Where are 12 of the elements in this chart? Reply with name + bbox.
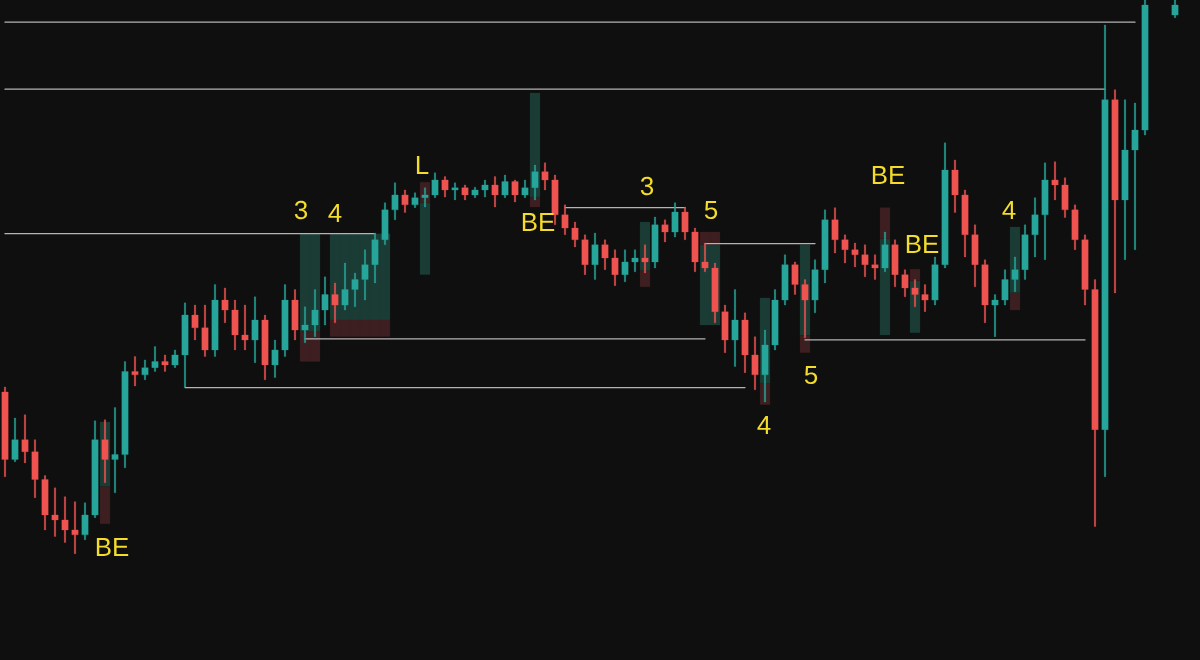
annotation: BE [96, 538, 129, 556]
annotation: 5 [704, 200, 718, 220]
annotation: 3 [294, 200, 308, 220]
annotation: 4 [1002, 201, 1016, 219]
annotation: 5 [804, 365, 818, 385]
annotation: 4 [757, 416, 771, 434]
annotation: L [416, 156, 429, 174]
annotation: BE [906, 235, 939, 253]
annotation: BE [872, 166, 905, 184]
annotation: BE [522, 213, 555, 231]
annotation: 4 [328, 204, 342, 222]
annotation: 3 [640, 176, 654, 196]
